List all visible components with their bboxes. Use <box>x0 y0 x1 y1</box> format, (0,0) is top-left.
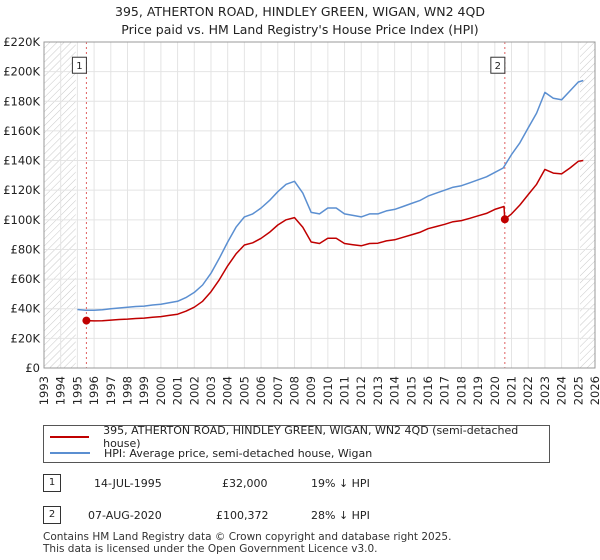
plot-border <box>43 41 596 369</box>
x-tick-label: 2026 <box>588 376 600 405</box>
y-tick-label: £140K <box>3 154 40 168</box>
chart-subtitle: Price paid vs. HM Land Registry's House … <box>121 22 479 37</box>
x-tick-label: 1996 <box>87 376 101 405</box>
transaction-price: £32,000 <box>222 477 268 490</box>
x-tick-label: 2004 <box>221 376 235 405</box>
x-tick-label: 2002 <box>187 376 201 405</box>
x-tick-label: 2001 <box>171 376 185 405</box>
x-tick-label: 2010 <box>321 376 335 405</box>
x-tick-label: 1999 <box>137 376 151 405</box>
annotation-label: 2 <box>495 61 501 72</box>
legend-swatch-hpi <box>50 452 90 454</box>
x-tick-label: 2003 <box>204 376 218 405</box>
x-tick-label: 1995 <box>70 376 84 405</box>
x-tick-label: 2005 <box>237 376 251 405</box>
x-tick-label: 2009 <box>304 376 318 405</box>
y-tick-label: £20K <box>11 331 41 345</box>
x-tick-label: 2011 <box>338 376 352 405</box>
price-chart: £0 £20K £40K £60K £80K £100K £120K £140K £160K £1… <box>3 35 600 405</box>
transaction-price: £100,372 <box>216 509 269 522</box>
x-tick-label: 2014 <box>388 376 402 405</box>
x-tick-label: 2007 <box>271 376 285 405</box>
x-tick-label: 2025 <box>571 376 585 405</box>
transaction-date: 14-JUL-1995 <box>94 477 162 490</box>
x-tick-label: 2015 <box>404 376 418 405</box>
x-tick-label: 1997 <box>104 376 118 405</box>
x-tick-label: 2020 <box>488 376 502 405</box>
x-tick-label: 2018 <box>454 376 468 405</box>
y-tick-label: £100K <box>3 213 40 227</box>
x-tick-label: 2021 <box>505 376 519 405</box>
y-tick-label: £0 <box>25 361 40 375</box>
y-tick-label: £220K <box>3 35 40 49</box>
sale-point-marker <box>500 215 509 224</box>
x-tick-label: 1998 <box>120 376 134 405</box>
transaction-row-1: 1 14-JUL-1995 £32,000 19% ↓ HPI <box>0 474 600 494</box>
annotation-box <box>71 56 87 74</box>
annotation-label: 1 <box>76 61 82 72</box>
transaction-hpi: 19% ↓ HPI <box>311 477 370 490</box>
x-tick-label: 1994 <box>54 376 68 405</box>
y-tick-label: £120K <box>3 183 40 197</box>
x-tick-label: 2023 <box>538 376 552 405</box>
sale-point-marker <box>82 316 91 325</box>
hatched-region <box>579 42 595 368</box>
x-tick-label: 2008 <box>287 376 301 405</box>
hpi-series-line <box>77 79 584 311</box>
legend-label-property: 395, ATHERTON ROAD, HINDLEY GREEN, WIGAN… <box>103 424 519 450</box>
x-tick-label: 2006 <box>254 376 268 405</box>
legend-swatch-property <box>50 436 90 438</box>
annotation-box <box>490 56 506 74</box>
legend: 395, ATHERTON ROAD, HINDLEY GREEN, WIGAN… <box>43 424 550 463</box>
footer-copyright: Contains HM Land Registry data © Crown c… <box>43 531 452 543</box>
hatched-region <box>44 42 76 368</box>
transaction-hpi: 28% ↓ HPI <box>311 509 370 522</box>
transaction-number: 2 <box>43 506 61 524</box>
transaction-date: 07-AUG-2020 <box>88 509 162 522</box>
y-tick-label: £200K <box>3 65 40 79</box>
y-tick-label: £60K <box>11 272 41 286</box>
y-tick-label: £80K <box>11 242 41 256</box>
transaction-row-2: 2 07-AUG-2020 £100,372 28% ↓ HPI <box>0 506 600 526</box>
transaction-number: 1 <box>43 474 61 492</box>
footer-licence: This data is licensed under the Open Gov… <box>43 543 378 555</box>
x-tick-label: 2000 <box>154 376 168 405</box>
y-tick-label: £180K <box>3 94 40 108</box>
y-tick-label: £160K <box>3 124 40 138</box>
x-tick-label: 1993 <box>37 376 51 405</box>
chart-title: 395, ATHERTON ROAD, HINDLEY GREEN, WIGAN… <box>115 4 485 19</box>
x-tick-label: 2019 <box>471 376 485 405</box>
legend-item-property: 395, ATHERTON ROAD, HINDLEY GREEN, WIGAN… <box>50 424 549 450</box>
legend-item-hpi: HPI: Average price, semi-detached house,… <box>50 445 372 461</box>
x-tick-label: 2022 <box>521 376 535 405</box>
legend-label-hpi: HPI: Average price, semi-detached house,… <box>104 446 373 460</box>
x-tick-label: 2017 <box>438 376 452 405</box>
x-tick-label: 2013 <box>371 376 385 405</box>
x-tick-label: 2024 <box>555 376 569 405</box>
y-tick-label: £40K <box>11 302 41 316</box>
x-tick-label: 2012 <box>354 376 368 405</box>
x-tick-label: 2016 <box>421 376 435 405</box>
